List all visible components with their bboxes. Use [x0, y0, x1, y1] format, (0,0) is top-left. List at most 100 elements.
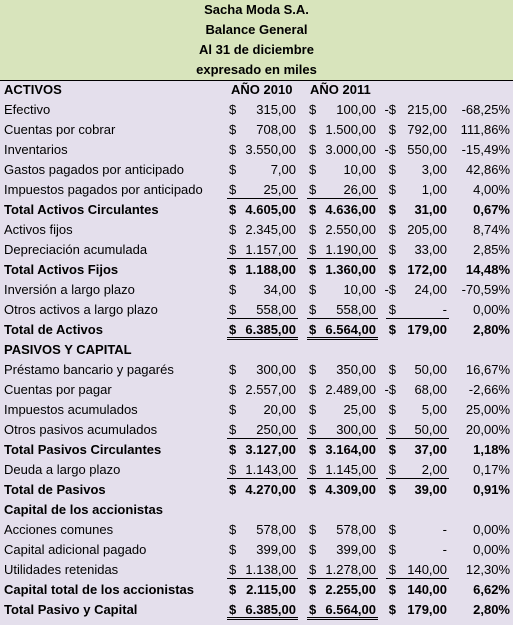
underline: [307, 318, 378, 319]
change-percent: 20,00%: [465, 422, 510, 437]
value-2011: 26,00: [343, 182, 376, 197]
currency: $: [388, 222, 396, 237]
change: 24,00: [414, 282, 447, 297]
underline: [227, 258, 298, 259]
change-percent: 2,85%: [473, 242, 510, 257]
value-2010: 558,00: [256, 302, 296, 317]
change: 50,00: [414, 422, 447, 437]
currency: $: [309, 482, 317, 497]
change-percent: 8,74%: [473, 222, 510, 237]
change: 1,00: [421, 182, 447, 197]
value-2010: 315,00: [256, 102, 296, 117]
change-percent: 0,67%: [473, 202, 510, 217]
underline: [386, 438, 449, 439]
currency: -$: [384, 102, 396, 117]
value-2010: 6.385,00: [245, 322, 296, 337]
value-2011: 3.164,00: [325, 442, 376, 457]
title-line: Al 31 de diciembre: [199, 42, 314, 57]
value-2010: 7,00: [270, 162, 296, 177]
currency: $: [229, 542, 237, 557]
value-2011: 1.145,00: [325, 462, 376, 477]
underline: [307, 438, 378, 439]
currency: $: [309, 322, 317, 337]
row-label: Inventarios: [4, 142, 68, 157]
currency: $: [388, 602, 396, 617]
value-2011: 6.564,00: [325, 322, 376, 337]
value-2010: 1.143,00: [245, 462, 296, 477]
change-percent: 2,80%: [473, 602, 510, 617]
row-label: Activos fijos: [4, 222, 73, 237]
row-label: Otros activos a largo plazo: [4, 302, 158, 317]
value-2010: 2.557,00: [245, 382, 296, 397]
value-2011: 25,00: [343, 402, 376, 417]
currency: $: [229, 522, 237, 537]
change-percent: 2,80%: [473, 322, 510, 337]
currency: $: [229, 262, 237, 277]
double-underline: [307, 339, 378, 340]
double-underline: [227, 339, 298, 340]
change: 140,00: [407, 562, 447, 577]
currency: $: [229, 382, 237, 397]
currency: $: [388, 482, 396, 497]
change-percent: 0,00%: [473, 522, 510, 537]
change-percent: -70,59%: [461, 282, 510, 297]
underline: [227, 478, 298, 479]
column-header: AÑO 2011: [310, 82, 371, 97]
currency: $: [388, 122, 396, 137]
row-label: Deuda a largo plazo: [4, 462, 121, 477]
change: 2,00: [421, 462, 447, 477]
change-percent: 111,86%: [460, 122, 510, 137]
change: 205,00: [407, 222, 447, 237]
double-underline: [307, 337, 378, 338]
currency: $: [309, 262, 317, 277]
currency: $: [309, 602, 317, 617]
section-label: ACTIVOS: [4, 82, 62, 97]
currency: $: [229, 202, 237, 217]
change: 50,00: [414, 362, 447, 377]
currency: $: [388, 302, 396, 317]
currency: $: [309, 422, 317, 437]
currency: $: [388, 262, 396, 277]
underline: [386, 478, 449, 479]
change: -: [442, 302, 447, 317]
row-label: Capital adicional pagado: [4, 542, 147, 557]
change-percent: 0,00%: [473, 302, 510, 317]
value-2010: 25,00: [263, 182, 296, 197]
currency: $: [388, 442, 396, 457]
change: 550,00: [407, 142, 447, 157]
value-2011: 578,00: [336, 522, 376, 537]
change: -: [442, 522, 447, 537]
currency: $: [309, 442, 317, 457]
currency: $: [229, 162, 237, 177]
change: 215,00: [407, 102, 447, 117]
currency: $: [388, 582, 396, 597]
currency: -$: [384, 382, 396, 397]
double-underline: [307, 619, 378, 620]
value-2011: 4.636,00: [325, 202, 376, 217]
underline: [227, 578, 298, 579]
currency: $: [309, 142, 317, 157]
currency: $: [309, 382, 317, 397]
currency: $: [309, 242, 317, 257]
currency: $: [229, 362, 237, 377]
currency: $: [309, 522, 317, 537]
change: 37,00: [414, 442, 447, 457]
value-2010: 399,00: [256, 542, 296, 557]
value-2011: 399,00: [336, 542, 376, 557]
value-2010: 300,00: [256, 362, 296, 377]
currency: $: [388, 562, 396, 577]
currency: $: [388, 362, 396, 377]
currency: $: [388, 422, 396, 437]
currency: $: [309, 122, 317, 137]
value-2011: 3.000,00: [325, 142, 376, 157]
change-percent: 16,67%: [465, 362, 510, 377]
currency: $: [229, 242, 237, 257]
title-line: Sacha Moda S.A.: [204, 2, 309, 17]
currency: $: [229, 442, 237, 457]
underline: [307, 258, 378, 259]
row-label: Depreciación acumulada: [4, 242, 148, 257]
currency: $: [229, 142, 237, 157]
currency: $: [309, 402, 317, 417]
value-2011: 1.278,00: [325, 562, 376, 577]
currency: $: [309, 582, 317, 597]
